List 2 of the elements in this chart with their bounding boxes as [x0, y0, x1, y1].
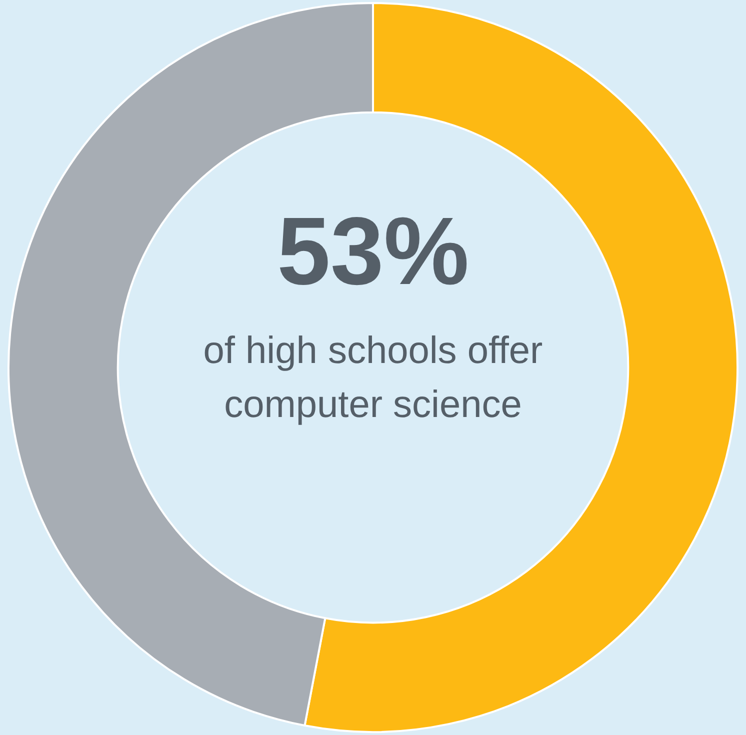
text: 53% [276, 198, 470, 305]
text: of high schools offer computer science [203, 330, 544, 426]
